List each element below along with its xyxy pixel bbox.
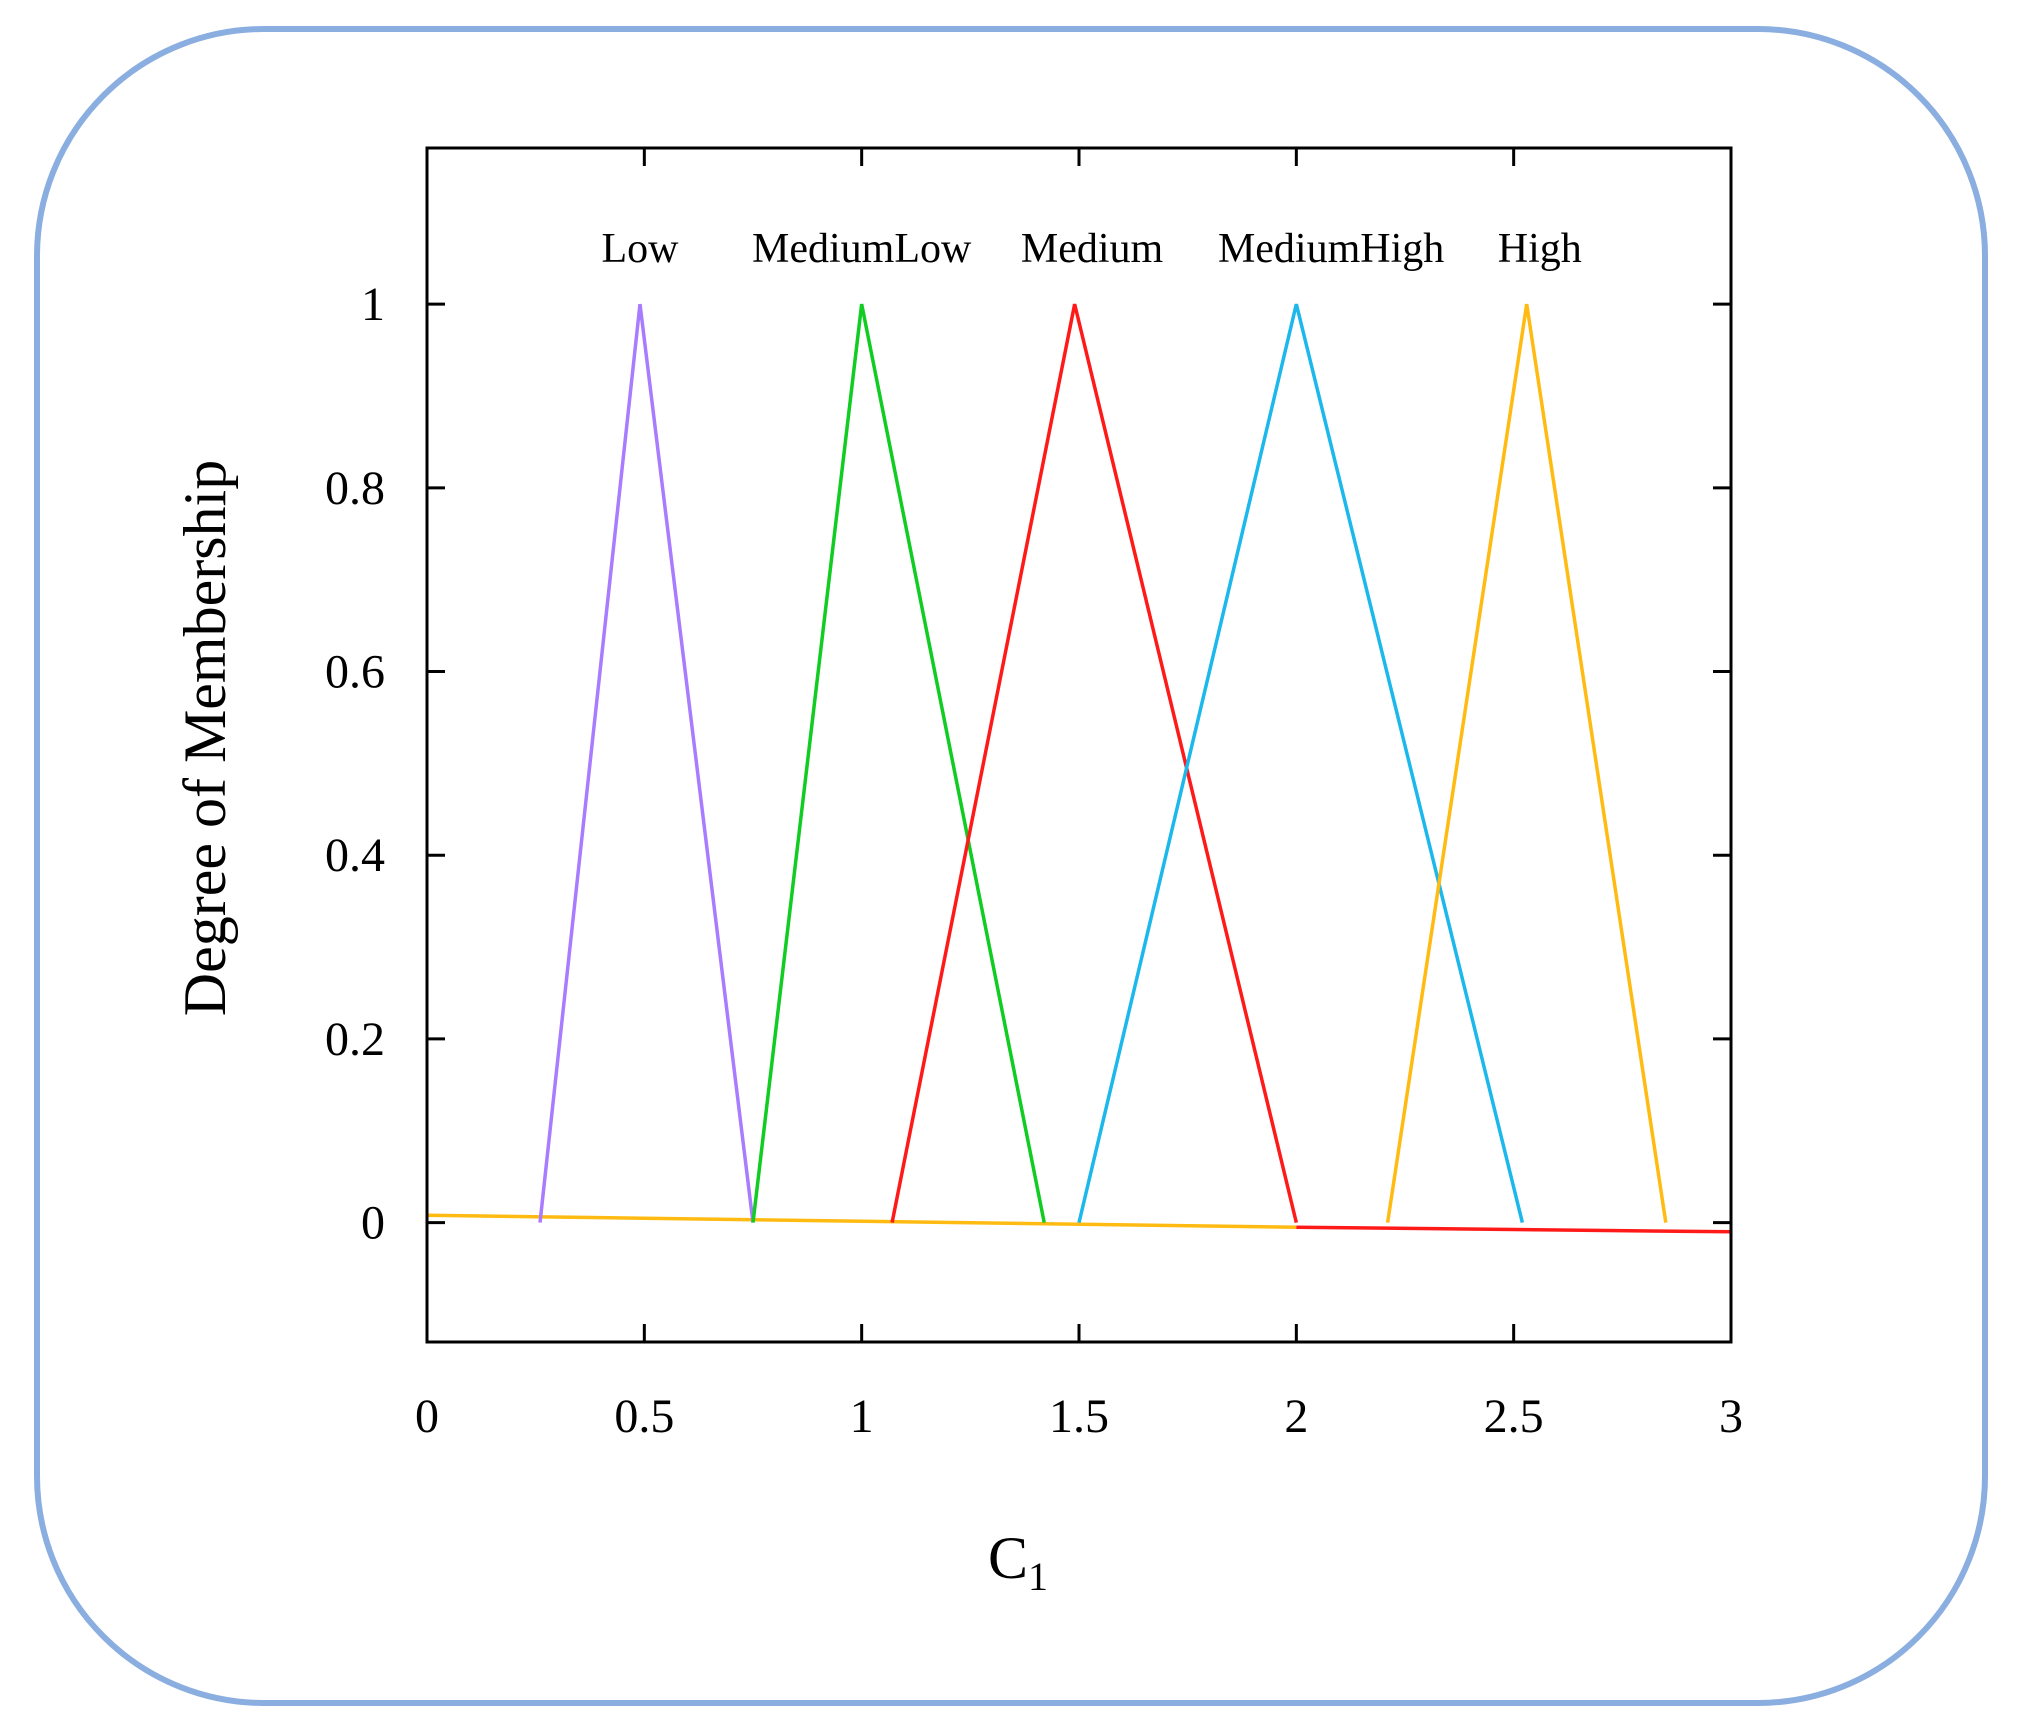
- x-tick-label-4: 2: [1284, 1390, 1308, 1443]
- label-layer: Low MediumLow Medium MediumHigh High 0 0.5 1 1.5…: [325, 226, 1743, 1443]
- tick-layer: [425, 148, 1733, 1342]
- x-tick-label-5: 2.5: [1484, 1390, 1544, 1443]
- x-tick-label-3: 1.5: [1049, 1390, 1109, 1443]
- y-axis-label: Degree of Membership: [172, 460, 238, 1016]
- y-tick-label-2: 0.4: [325, 829, 385, 882]
- y-tick-label-0: 0: [361, 1197, 385, 1250]
- series-label-medium-high: MediumHigh: [1218, 226, 1444, 272]
- x-axis-label: C1: [988, 1525, 1048, 1599]
- series-label-medium-low: MediumLow: [752, 226, 972, 272]
- x-tick-label-2: 1: [850, 1390, 874, 1443]
- x-axis-label-subscript: 1: [1028, 1554, 1048, 1599]
- baseline-segment-0: [426, 1213, 1297, 1229]
- series-line-high: [1385, 303, 1668, 1223]
- series-label-high: High: [1498, 226, 1582, 272]
- x-tick-label-6: 3: [1719, 1390, 1743, 1443]
- baseline-segment-1: [1296, 1225, 1732, 1234]
- series-layer: [426, 303, 1732, 1234]
- x-tick-label-1: 0.5: [614, 1390, 674, 1443]
- series-label-medium: Medium: [1021, 226, 1164, 272]
- chart-frame: [34, 26, 1988, 1706]
- y-tick-label-5: 1: [361, 278, 385, 331]
- y-tick-label-4: 0.8: [325, 462, 385, 515]
- x-axis-label-main: C: [988, 1525, 1028, 1591]
- series-line-medium-low: [751, 303, 1046, 1223]
- series-label-low: Low: [601, 226, 679, 272]
- series-line-low: [538, 303, 755, 1223]
- y-tick-label-1: 0.2: [325, 1013, 385, 1066]
- series-line-medium-high: [1077, 303, 1525, 1224]
- x-tick-label-0: 0: [415, 1390, 439, 1443]
- series-line-medium: [890, 303, 1299, 1224]
- y-tick-label-3: 0.6: [325, 646, 385, 699]
